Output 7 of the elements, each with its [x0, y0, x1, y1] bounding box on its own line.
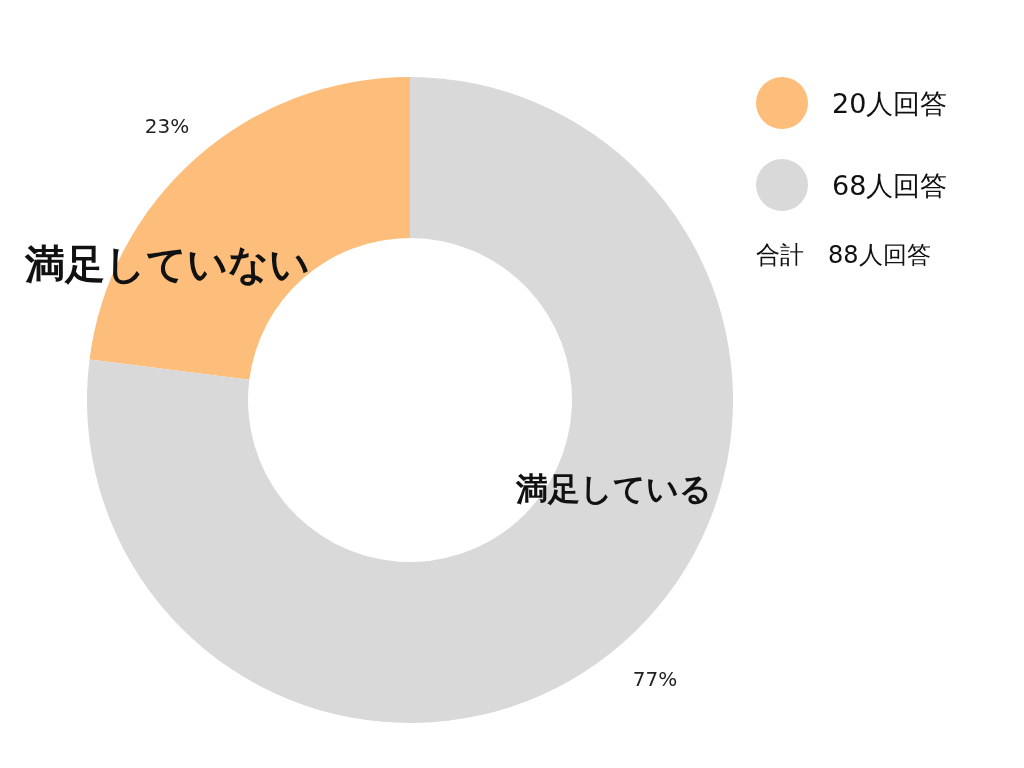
text: 満足していない [24, 241, 310, 287]
text: 合計 88人回答 [756, 241, 931, 269]
text: 満足している [515, 470, 712, 508]
legend-label: 68人回答 [832, 170, 948, 201]
legend-label: 20人回答 [832, 88, 948, 119]
data-label: 77% [632, 667, 678, 691]
data-label: 23% [144, 114, 190, 138]
